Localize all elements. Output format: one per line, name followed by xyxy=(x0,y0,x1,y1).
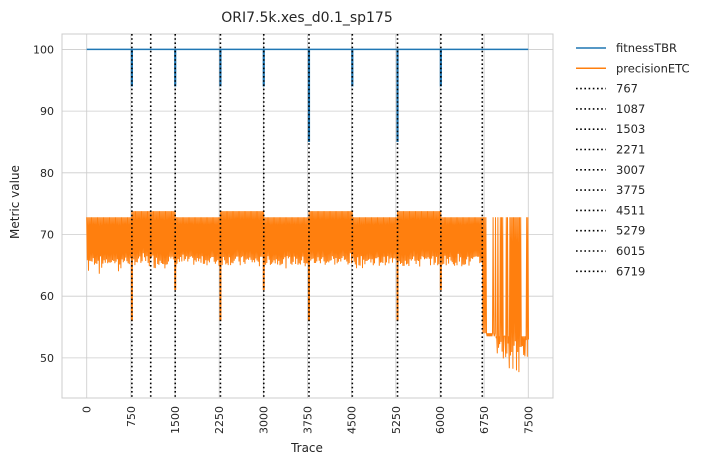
x-tick-label: 3750 xyxy=(302,406,315,434)
x-tick-label: 2250 xyxy=(213,406,226,434)
legend-label: 5279 xyxy=(616,224,645,238)
legend-label: 4511 xyxy=(616,203,645,217)
y-tick-label: 60 xyxy=(40,290,54,303)
plot-frame xyxy=(61,33,554,399)
y-tick-label: 50 xyxy=(40,352,54,365)
x-tick-label: 0 xyxy=(81,406,94,413)
legend-label: precisionETC xyxy=(616,61,690,75)
x-tick-label: 3000 xyxy=(257,406,270,434)
chart-title: ORI7.5k.xes_d0.1_sp175 xyxy=(221,10,393,26)
legend-label: fitnessTBR xyxy=(616,41,677,55)
legend-label: 1503 xyxy=(616,122,645,136)
legend-label: 2271 xyxy=(616,143,645,157)
x-tick-label: 4500 xyxy=(346,406,359,434)
y-axis-label: Metric value xyxy=(8,165,22,239)
legend: fitnessTBR precisionETC 767 1087 1503 2271 300… xyxy=(576,41,690,278)
plot-area: 50 60 70 80 90 100 0 750 1500 2250 3000 3750 4500 525… xyxy=(33,33,554,434)
x-tick-label: 1500 xyxy=(169,406,182,434)
precisionETC-line xyxy=(86,211,529,373)
legend-label: 3007 xyxy=(616,163,645,177)
y-tick-label: 90 xyxy=(40,105,54,118)
x-tick-label: 6000 xyxy=(434,406,447,434)
legend-label: 3775 xyxy=(616,183,645,197)
x-tick-label: 6750 xyxy=(478,406,491,434)
y-tick-label: 100 xyxy=(33,43,54,56)
x-tick-label: 5250 xyxy=(390,406,403,434)
legend-label: 6719 xyxy=(616,264,645,278)
x-tick-label: 750 xyxy=(125,406,138,427)
legend-label: 6015 xyxy=(616,244,645,258)
x-axis-label: Trace xyxy=(290,441,323,455)
y-tick-label: 70 xyxy=(40,229,54,242)
legend-label: 1087 xyxy=(616,102,645,116)
legend-label: 767 xyxy=(616,82,638,96)
y-tick-label: 80 xyxy=(40,167,54,180)
x-tick-label: 7500 xyxy=(522,406,535,434)
